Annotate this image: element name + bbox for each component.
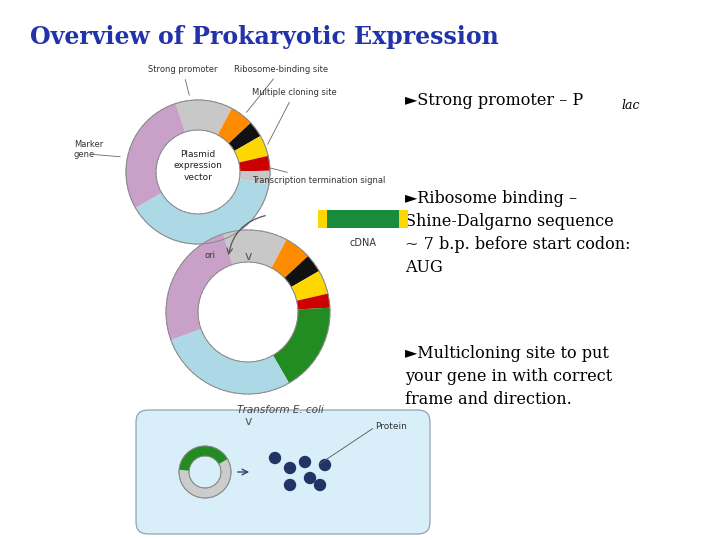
Polygon shape — [297, 294, 330, 309]
Polygon shape — [239, 156, 270, 171]
FancyBboxPatch shape — [318, 210, 327, 228]
FancyBboxPatch shape — [327, 210, 399, 228]
Polygon shape — [284, 256, 319, 287]
Polygon shape — [222, 230, 287, 268]
Circle shape — [300, 456, 310, 468]
Polygon shape — [126, 104, 185, 208]
Polygon shape — [176, 100, 232, 135]
Text: ori: ori — [204, 251, 215, 260]
Text: Strong promoter: Strong promoter — [148, 65, 217, 95]
Text: ►Ribosome binding –
Shine-Dalgarno sequence
~ 7 b.p. before start codon:
AUG: ►Ribosome binding – Shine-Dalgarno seque… — [405, 190, 631, 275]
Circle shape — [315, 480, 325, 490]
Text: v: v — [244, 250, 252, 263]
Polygon shape — [166, 234, 233, 340]
Text: Marker
gene: Marker gene — [74, 140, 103, 159]
Circle shape — [284, 462, 295, 474]
Circle shape — [320, 460, 330, 470]
Text: Transform E. coli: Transform E. coli — [237, 405, 323, 415]
Polygon shape — [217, 109, 251, 143]
FancyBboxPatch shape — [136, 410, 430, 534]
Text: Transcription termination signal: Transcription termination signal — [252, 168, 385, 185]
Polygon shape — [271, 240, 308, 278]
Text: ►Multicloning site to put
your gene in with correct
frame and direction.: ►Multicloning site to put your gene in w… — [405, 345, 612, 408]
Text: Protein: Protein — [375, 422, 407, 431]
Polygon shape — [229, 123, 261, 151]
Circle shape — [126, 100, 270, 244]
Text: Ribosome-binding site: Ribosome-binding site — [234, 65, 328, 112]
Circle shape — [305, 472, 315, 483]
Polygon shape — [135, 179, 269, 244]
Polygon shape — [239, 171, 270, 185]
Text: Multiple cloning site: Multiple cloning site — [252, 88, 337, 144]
Polygon shape — [292, 271, 328, 301]
Polygon shape — [273, 308, 330, 383]
Polygon shape — [171, 329, 289, 394]
Text: ►Strong promoter – P: ►Strong promoter – P — [405, 92, 583, 109]
Text: Plasmid
expression
vector: Plasmid expression vector — [174, 151, 222, 181]
Text: cDNA: cDNA — [349, 238, 377, 248]
Polygon shape — [235, 136, 268, 163]
FancyBboxPatch shape — [399, 210, 408, 228]
Circle shape — [284, 480, 295, 490]
Text: lac: lac — [621, 99, 639, 112]
Text: v: v — [244, 415, 252, 428]
Circle shape — [156, 130, 240, 214]
Polygon shape — [179, 446, 228, 470]
Circle shape — [269, 453, 281, 463]
Text: Overview of Prokaryotic Expression: Overview of Prokaryotic Expression — [30, 25, 499, 49]
